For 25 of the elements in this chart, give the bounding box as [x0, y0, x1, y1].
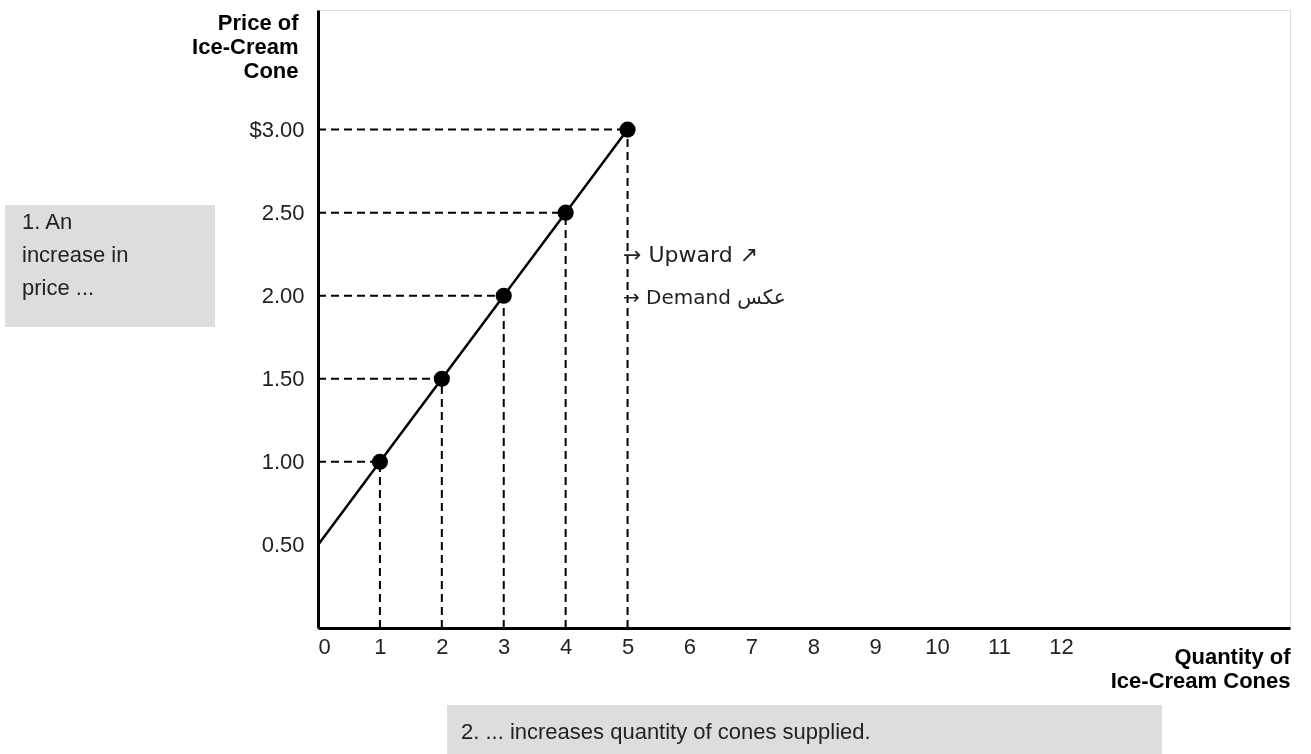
- y-tick-label: 2.50: [261, 200, 305, 226]
- x-tick-label: 8: [807, 633, 820, 659]
- x-tick-label: 0: [318, 633, 331, 659]
- x-tick-label: 1: [374, 633, 387, 659]
- annotation: → Demand عكس: [623, 285, 786, 309]
- x-tick-label: 6: [683, 633, 697, 659]
- y-tick-label: 2.00: [261, 283, 305, 309]
- x-tick-label: 11: [988, 633, 1011, 659]
- x-tick-label: 5: [621, 633, 635, 659]
- x-tick-label: 3: [498, 633, 511, 659]
- x-tick-label: 4: [560, 633, 573, 659]
- y-tick-label: 1.50: [261, 366, 305, 392]
- text: 1. An increase in price ...: [22, 209, 129, 300]
- annotation: → Upward ↗: [623, 242, 759, 267]
- x-tick-label: 2: [436, 633, 449, 659]
- x-tick-label: 10: [925, 633, 950, 659]
- x-tick-label: 9: [869, 633, 882, 659]
- x-axis-title: Quantity of Ice-Cream Cones: [1110, 643, 1292, 693]
- y-tick-label: $3.00: [249, 117, 305, 143]
- y-tick-label: 0.50: [261, 532, 305, 558]
- text: 2. ... increases quantity of cones supplied.: [461, 719, 871, 744]
- x-tick-label: 7: [745, 633, 758, 659]
- y-tick-label: 1.00: [261, 449, 305, 475]
- y-axis-title: Price of Ice-Cream Cone: [192, 9, 300, 83]
- x-tick-label: 12: [1049, 633, 1074, 659]
